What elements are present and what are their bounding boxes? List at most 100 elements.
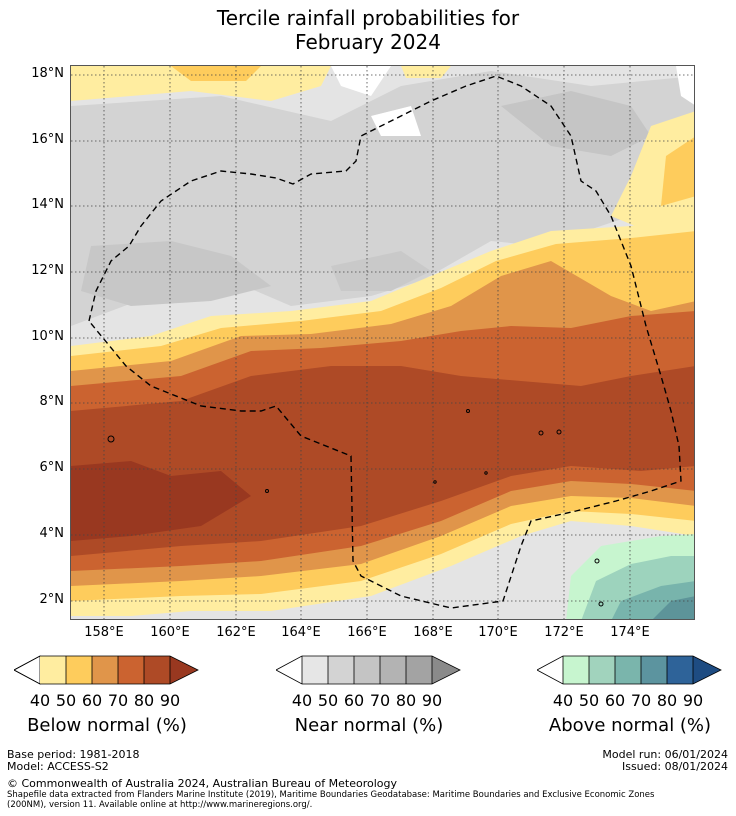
- lat-label-4n: 4°N: [39, 526, 65, 541]
- legend-near-normal: 40 50 60 70 80 90 Near normal (%): [276, 655, 476, 745]
- legend-below-swatch-80: [144, 656, 170, 684]
- lat-label-6n: 6°N: [39, 460, 65, 475]
- island: [107, 435, 115, 443]
- legend-above-tick-40: 40: [552, 691, 574, 710]
- island: [433, 480, 437, 484]
- legend-above-tick-60: 60: [604, 691, 626, 710]
- legend-above-swatch-50: [589, 656, 615, 684]
- legend-near-swatch-80: [406, 656, 432, 684]
- legend-near-tick-70: 70: [369, 691, 391, 710]
- legend-near-swatch-50: [328, 656, 354, 684]
- island: [484, 471, 488, 475]
- shapefile-credit-line-2: (200NM), version 11. Available online at…: [7, 800, 313, 810]
- legend-below-tick-80: 80: [133, 691, 155, 710]
- island: [538, 430, 544, 436]
- legend-above-tick-50: 50: [578, 691, 600, 710]
- legend-near-title: Near normal (%): [294, 715, 444, 736]
- lat-label-2n: 2°N: [39, 592, 65, 607]
- legend-above-tick-90: 90: [682, 691, 704, 710]
- lon-label-166e: 166°E: [347, 625, 387, 640]
- near-normal-60-region-2: [501, 91, 651, 156]
- island: [466, 409, 470, 413]
- legend-below-lower-arrow: [14, 655, 41, 685]
- lat-label-16n: 16°N: [31, 132, 64, 147]
- shapefile-credit: Shapefile data extracted from Flanders M…: [7, 790, 732, 810]
- no-dominant-tercile-region-2: [371, 106, 421, 136]
- below-normal-40-region-east: [611, 111, 694, 241]
- legend-near-upper-arrow: [432, 656, 460, 684]
- graticule: [71, 66, 694, 619]
- legend-near-tick-80: 80: [395, 691, 417, 710]
- legend-above-lower-arrow: [537, 656, 563, 684]
- legend-above-tick-80: 80: [656, 691, 678, 710]
- lon-label-158e: 158°E: [84, 625, 124, 640]
- footer-left: Base period: 1981-2018 Model: ACCESS-S2: [7, 749, 139, 773]
- legend-below-upper-arrow: [170, 656, 198, 684]
- legend-above-tick-70: 70: [630, 691, 652, 710]
- legend-below-title: Below normal (%): [27, 715, 187, 736]
- model-run: Model run: 06/01/2024: [602, 748, 728, 761]
- shapefile-credit-line-1: Shapefile data extracted from Flanders M…: [7, 790, 655, 800]
- legend-below-normal: 40 50 60 70 80 90 Below normal (%): [14, 655, 214, 745]
- legend-below-swatch-60: [92, 656, 118, 684]
- lon-label-168e: 168°E: [413, 625, 453, 640]
- map-title: Tercile rainfall probabilities for Febru…: [0, 6, 736, 54]
- no-dominant-tercile-region-3: [676, 66, 694, 105]
- legend-above-swatch-40: [563, 656, 589, 684]
- probability-map: [71, 66, 694, 619]
- island: [265, 489, 269, 493]
- below-normal-40-region-top-2: [401, 66, 451, 78]
- legend-near-swatch-60: [354, 656, 380, 684]
- lon-label-172e: 172°E: [544, 625, 584, 640]
- title-line-1: Tercile rainfall probabilities for: [216, 6, 520, 30]
- lon-label-164e: 164°E: [281, 625, 321, 640]
- legend-below-tick-50: 50: [55, 691, 77, 710]
- eez-boundary: [88, 75, 682, 609]
- lat-label-18n: 18°N: [31, 66, 64, 81]
- legend-near-lower-arrow: [276, 656, 302, 684]
- legend-near-tick-90: 90: [421, 691, 443, 710]
- island: [594, 558, 600, 564]
- legend-near-swatch-70: [380, 656, 406, 684]
- lat-label-14n: 14°N: [31, 197, 64, 212]
- issued-date: Issued: 08/01/2024: [621, 760, 728, 773]
- legend-above-swatch-70: [641, 656, 667, 684]
- legend-above-title: Above normal (%): [548, 715, 712, 736]
- legend-below-tick-60: 60: [81, 691, 103, 710]
- legend-near-swatch-40: [302, 656, 328, 684]
- legend-below-swatch-50: [66, 656, 92, 684]
- legend-below-swatch-70: [118, 656, 144, 684]
- lon-label-170e: 170°E: [478, 625, 518, 640]
- near-normal-60-region: [81, 241, 271, 306]
- map-panel[interactable]: [70, 65, 695, 620]
- island: [556, 429, 562, 435]
- legend-below-colorbar: [14, 655, 199, 685]
- near-normal-60-region-3: [331, 251, 431, 291]
- copyright: © Commonwealth of Australia 2024, Austra…: [7, 777, 397, 790]
- below-normal-90-region: [71, 461, 251, 541]
- legend-above-normal: 40 50 60 70 80 90 Above normal (%): [537, 655, 736, 745]
- legend-above-swatch-80: [667, 656, 693, 684]
- legend-below-swatch-40: [40, 656, 66, 684]
- lon-label-160e: 160°E: [150, 625, 190, 640]
- legend-near-tick-50: 50: [317, 691, 339, 710]
- legend-near-tick-60: 60: [343, 691, 365, 710]
- island: [598, 601, 604, 607]
- legend-above-colorbar: [537, 655, 722, 685]
- legend-near-tick-40: 40: [291, 691, 313, 710]
- lat-label-12n: 12°N: [31, 263, 64, 278]
- below-normal-50-region-top: [171, 66, 261, 81]
- islands: [107, 409, 604, 607]
- legend-below-tick-40: 40: [29, 691, 51, 710]
- lat-label-10n: 10°N: [31, 329, 64, 344]
- no-dominant-tercile-region: [331, 66, 391, 96]
- legend-above-upper-arrow: [693, 656, 721, 684]
- lat-label-8n: 8°N: [39, 394, 65, 409]
- base-period: Base period: 1981-2018: [7, 748, 140, 761]
- model-name: Model: ACCESS-S2: [7, 760, 109, 773]
- legend-above-swatch-60: [615, 656, 641, 684]
- lon-label-162e: 162°E: [216, 625, 256, 640]
- legend-below-tick-90: 90: [159, 691, 181, 710]
- below-normal-50-region-east: [661, 137, 694, 206]
- title-line-2: February 2024: [295, 30, 441, 54]
